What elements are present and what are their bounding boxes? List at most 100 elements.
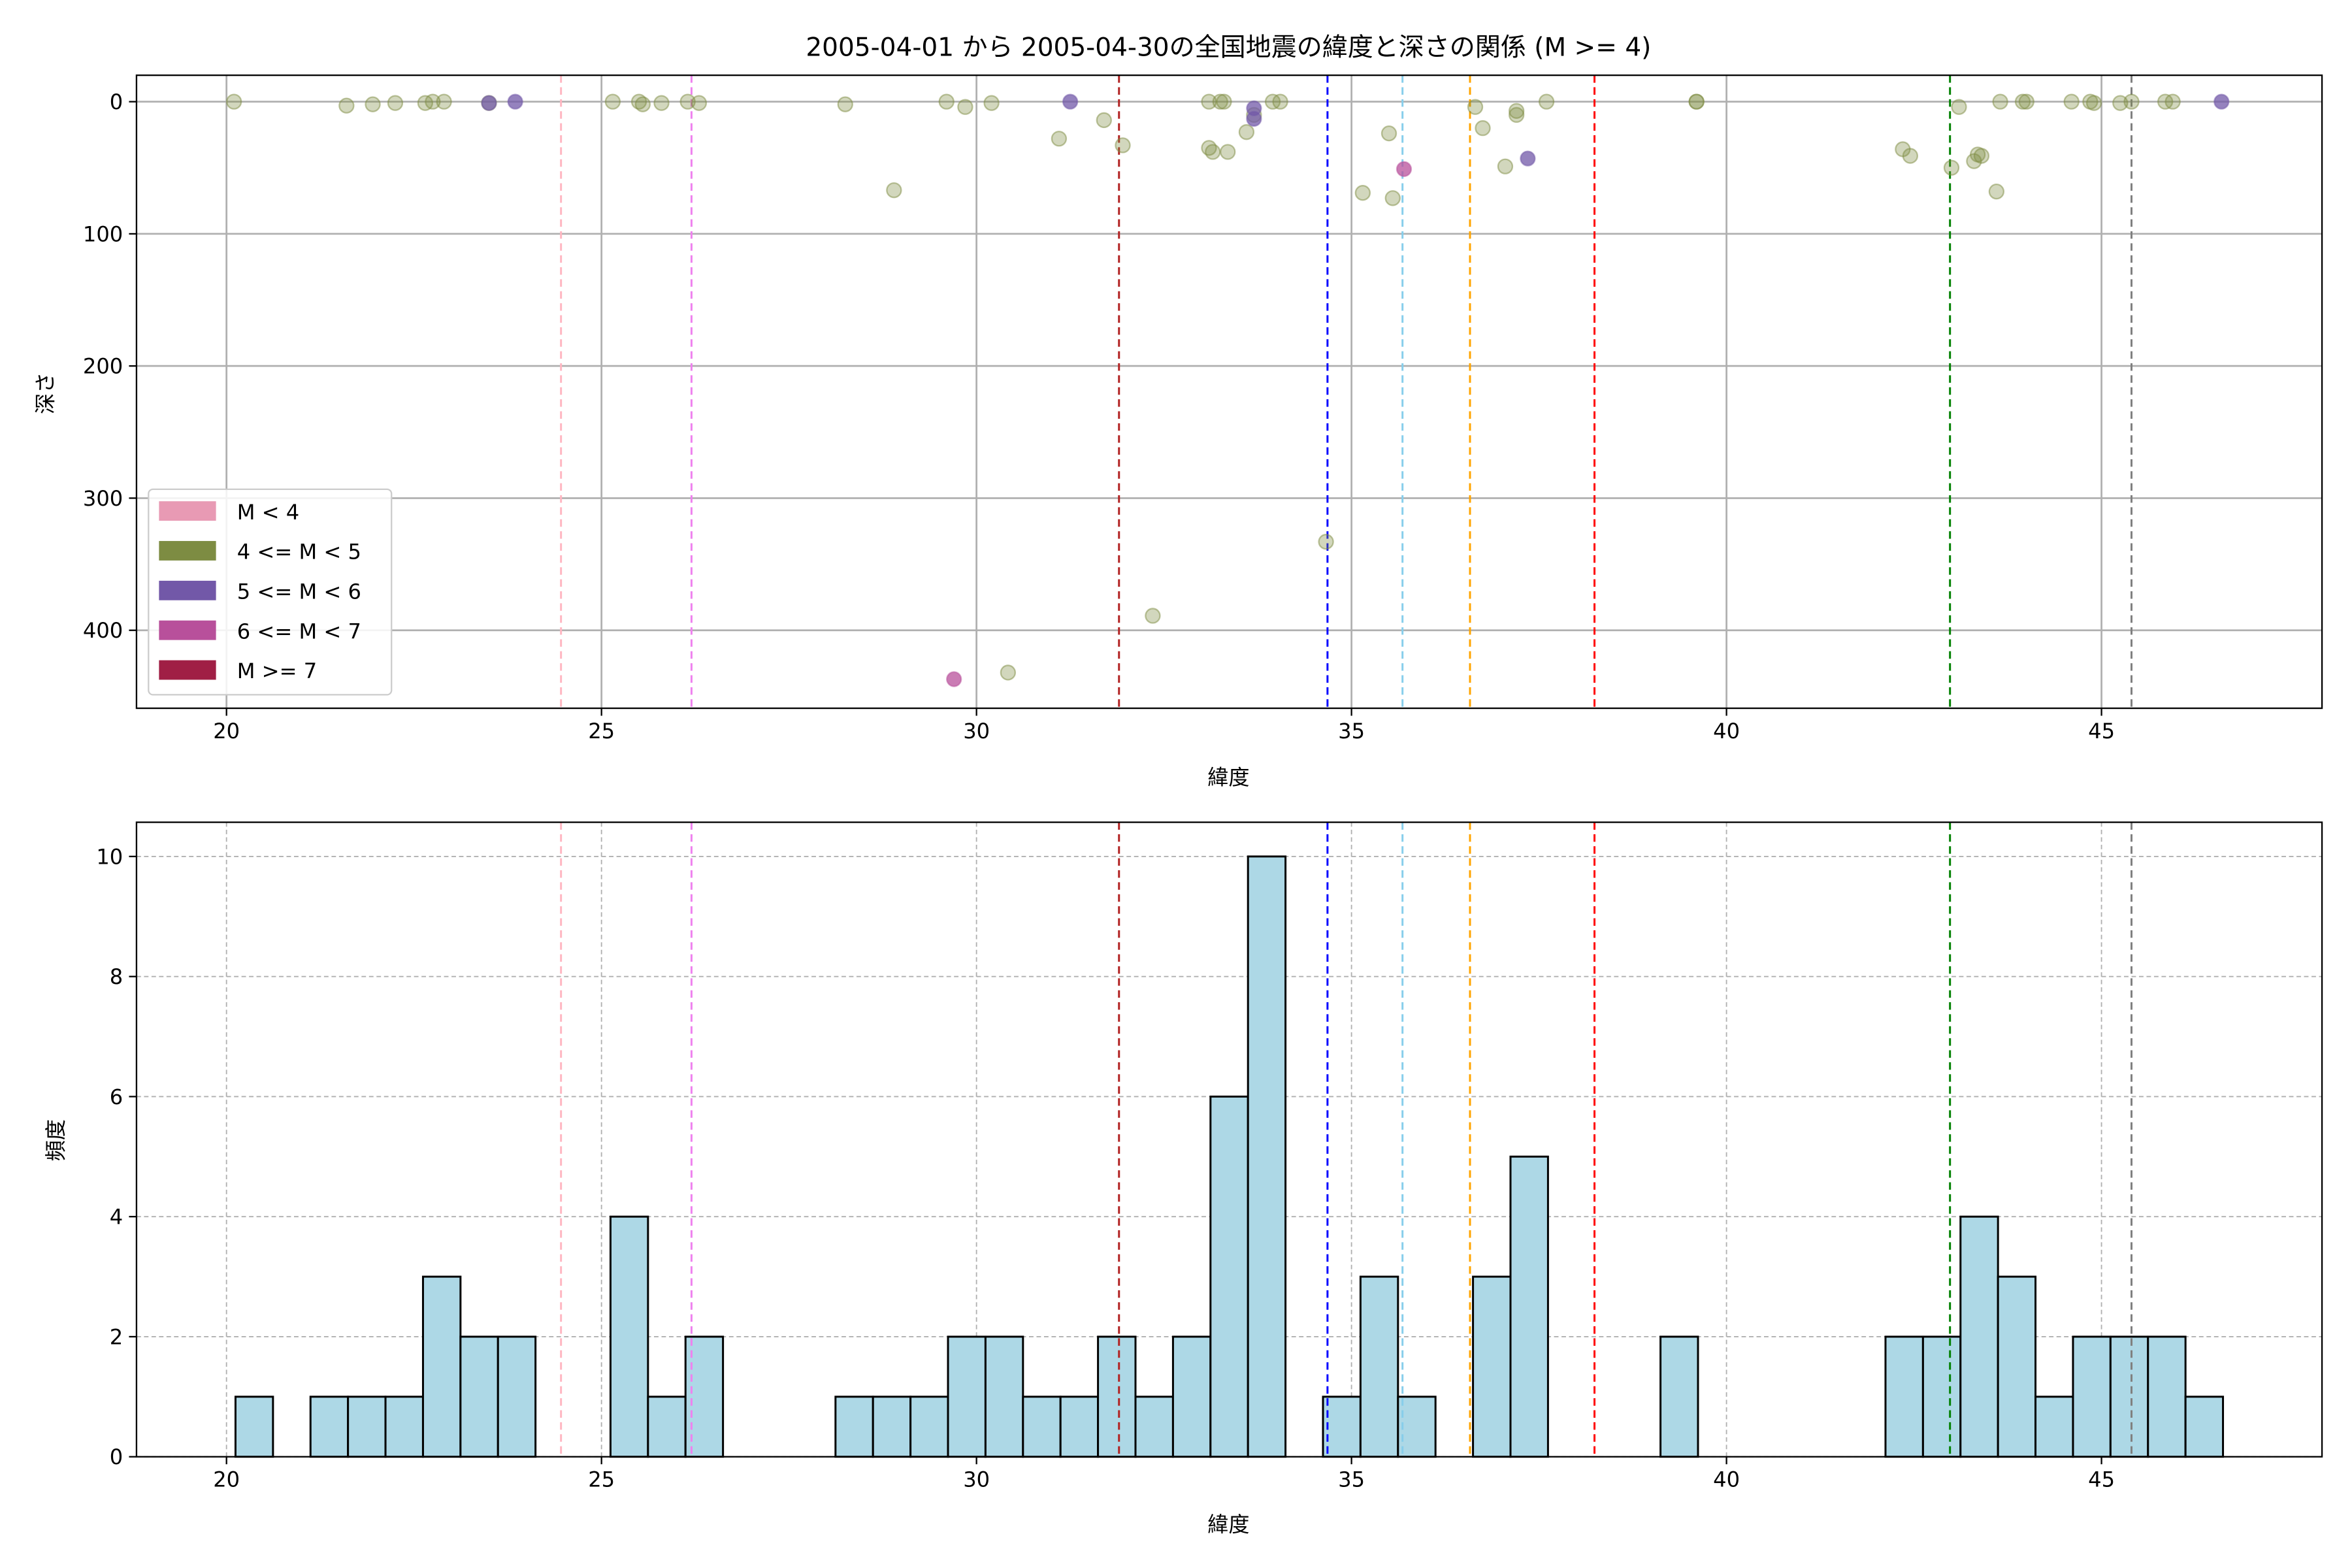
scatter-point xyxy=(1051,131,1068,147)
scatter-point xyxy=(837,96,853,112)
scatter-point xyxy=(1467,99,1484,115)
histogram-bar xyxy=(421,1275,462,1458)
legend-label: M >= 7 xyxy=(237,659,317,683)
legend-label: 6 <= M < 7 xyxy=(237,619,361,644)
scatter-y-tick-label: 100 xyxy=(83,221,123,246)
scatter-y-label: 深さ xyxy=(33,372,57,414)
histogram-bar xyxy=(1359,1275,1399,1458)
scatter-point xyxy=(1538,93,1555,110)
scatter-point xyxy=(604,93,621,110)
hist-x-tick-label: 45 xyxy=(2088,1467,2115,1492)
scatter-point xyxy=(2123,93,2140,110)
histogram-bar xyxy=(2147,1335,2187,1458)
histogram-bar xyxy=(459,1335,499,1458)
histogram-bar xyxy=(1997,1275,2037,1458)
scatter-point xyxy=(2164,93,2181,110)
scatter-point xyxy=(1988,184,2005,200)
hist-y-tick-label: 6 xyxy=(110,1085,123,1109)
hist-y-tick-label: 10 xyxy=(96,844,123,869)
hist-x-tick-label: 20 xyxy=(213,1467,240,1492)
scatter-point xyxy=(1902,148,1919,164)
histogram-bar xyxy=(1097,1335,1137,1458)
histogram-bar xyxy=(647,1396,687,1458)
scatter-point xyxy=(1497,158,1514,174)
hist-x-label: 緯度 xyxy=(1207,1512,1249,1537)
hist-y-tick-label: 8 xyxy=(110,964,123,989)
hist-y-label: 頻度 xyxy=(43,1119,68,1161)
scatter-y-tick-label: 400 xyxy=(83,618,123,643)
scatter-point xyxy=(1212,93,1228,110)
scatter-plot: 20 25 30 35 40 45 0 100 200 300 400 M < 4 4 <= M < 5… xyxy=(83,74,2323,743)
histogram-bar xyxy=(1022,1396,1062,1458)
hist-y-tick-label: 4 xyxy=(110,1205,123,1230)
scatter-point xyxy=(1384,190,1401,206)
scatter-point xyxy=(1000,664,1017,681)
scatter-point xyxy=(507,93,523,110)
hist-axes-frame xyxy=(135,821,2323,1458)
scatter-point xyxy=(938,93,955,110)
scatter-point xyxy=(1238,123,1255,140)
scatter-x-tick-label: 35 xyxy=(1338,719,1365,743)
scatter-y-tick-label: 200 xyxy=(83,354,123,379)
histogram-bar xyxy=(1659,1335,1699,1458)
scatter-x-tick-label: 30 xyxy=(963,719,990,743)
hist-x-tick-label: 35 xyxy=(1338,1467,1365,1492)
scatter-point xyxy=(2018,93,2034,110)
scatter-point xyxy=(946,671,962,687)
histogram-bar xyxy=(234,1396,274,1458)
legend-swatch xyxy=(159,580,216,600)
scatter-point xyxy=(338,97,355,114)
legend: M < 4 4 <= M < 5 5 <= M < 6 6 <= M < 7 M >= … xyxy=(148,488,393,696)
scatter-x-label: 緯度 xyxy=(1207,765,1249,790)
scatter-point xyxy=(436,93,452,110)
scatter-point xyxy=(1951,99,1967,115)
histogram-bar xyxy=(2109,1335,2149,1458)
scatter-point xyxy=(225,93,242,110)
legend-box xyxy=(148,488,393,696)
legend-label: M < 4 xyxy=(237,500,300,525)
histogram-bar xyxy=(1397,1396,1437,1458)
legend-label: 4 <= M < 5 xyxy=(237,540,361,564)
legend-label: 5 <= M < 6 xyxy=(237,579,361,604)
histogram-bar xyxy=(909,1396,949,1458)
histogram-bar xyxy=(1171,1335,1212,1458)
scatter-point xyxy=(1396,161,1413,177)
scatter-point xyxy=(679,93,696,110)
scatter-point xyxy=(1354,185,1371,201)
scatter-point xyxy=(1216,93,1232,110)
histogram-bar xyxy=(1247,855,1287,1458)
histogram-bar xyxy=(1509,1155,1549,1458)
scatter-point xyxy=(1520,150,1536,167)
histogram-bar xyxy=(1209,1095,1249,1458)
scatter-point xyxy=(886,182,902,199)
histogram-bar xyxy=(1884,1335,1924,1458)
histogram-bar xyxy=(309,1396,350,1458)
scatter-point xyxy=(2014,93,2031,110)
histogram-bar xyxy=(384,1396,424,1458)
scatter-point xyxy=(2085,95,2102,111)
hist-x-tick-label: 30 xyxy=(963,1467,990,1492)
hist-x-tick-label: 25 xyxy=(588,1467,615,1492)
scatter-point xyxy=(1973,148,1990,164)
histogram-bar xyxy=(2072,1335,2112,1458)
scatter-point xyxy=(1220,144,1236,160)
scatter-point xyxy=(1246,110,1262,127)
scatter-point xyxy=(1115,137,1131,154)
histogram-bar xyxy=(834,1396,874,1458)
hist-x-tick-label: 40 xyxy=(1713,1467,1740,1492)
scatter-point xyxy=(1992,93,2008,110)
scatter-point xyxy=(1145,608,1161,624)
scatter-point xyxy=(1688,93,1705,110)
scatter-point xyxy=(1205,144,1221,160)
scatter-axes-frame xyxy=(135,74,2323,710)
scatter-point xyxy=(653,95,670,111)
scatter-point xyxy=(1318,534,1334,550)
scatter-point xyxy=(2213,93,2230,110)
legend-swatch xyxy=(159,541,216,561)
histogram-plot: 20 25 30 35 40 45 0 2 4 6 8 10 xyxy=(96,821,2323,1492)
histogram-bar xyxy=(497,1335,537,1458)
histogram-bar xyxy=(872,1396,912,1458)
histogram-bar xyxy=(1472,1275,1512,1458)
histogram-bar xyxy=(1959,1215,1999,1458)
